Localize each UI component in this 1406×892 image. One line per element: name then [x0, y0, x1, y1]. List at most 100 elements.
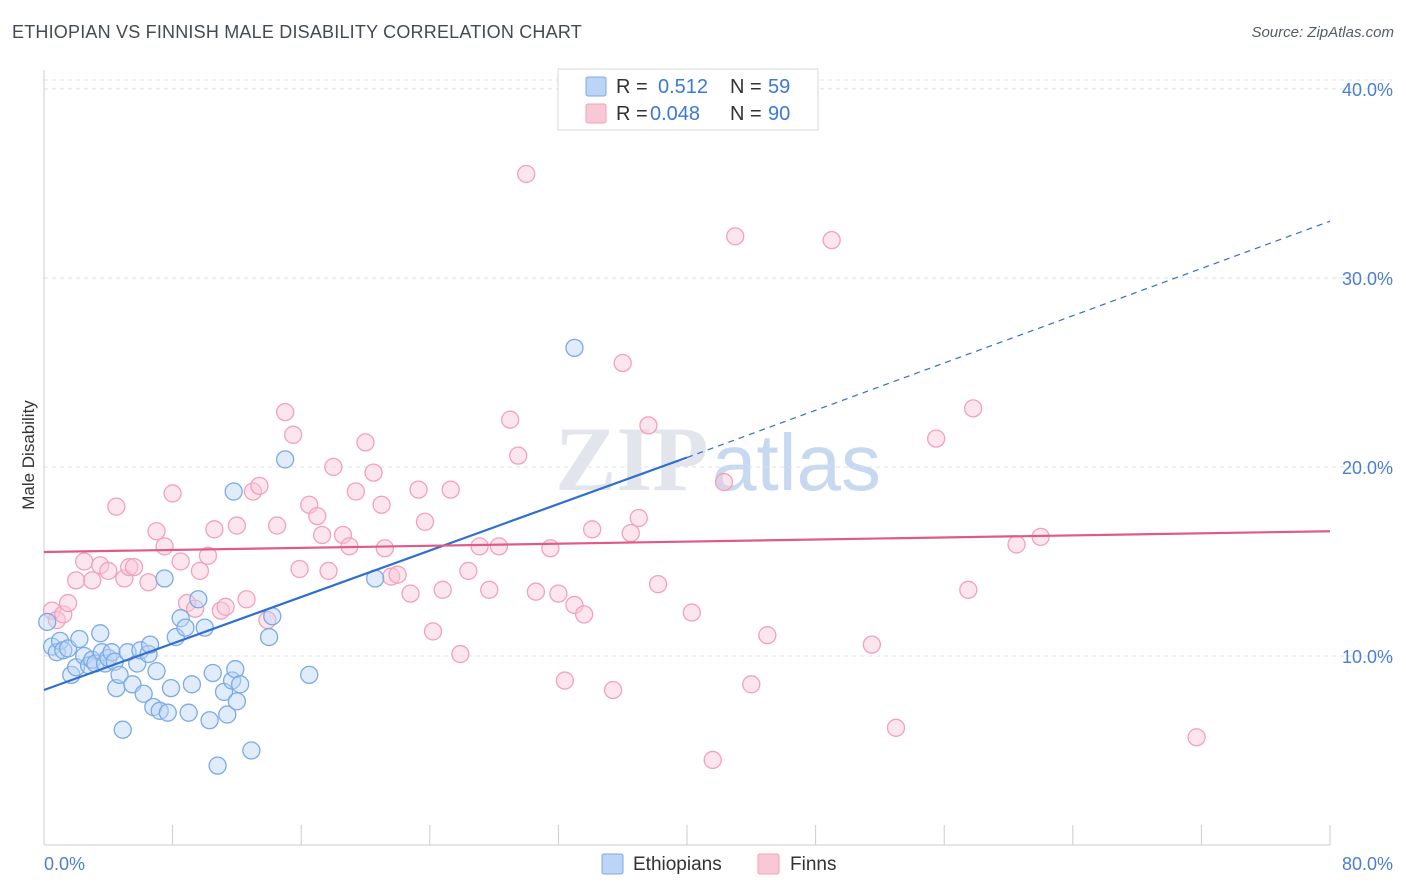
y-tick-label-3: 40.0%: [1342, 80, 1393, 100]
point-ethiopians-20: [110, 665, 129, 685]
legend-swatch-finns: [585, 103, 607, 124]
point-ethiopians-42: [200, 711, 219, 730]
point-finns-37: [319, 561, 338, 581]
point-finns-24: [216, 597, 235, 616]
data-points: [38, 164, 1206, 775]
chart-title: ETHIOPIAN VS FINNISH MALE DISABILITY COR…: [12, 22, 582, 42]
point-ethiopians-50: [224, 482, 243, 501]
point-finns-74: [648, 574, 668, 594]
point-finns-63: [541, 539, 560, 558]
point-finns-60: [509, 446, 528, 465]
legend-r-value-2: 0.048: [650, 103, 700, 125]
point-finns-67: [574, 605, 594, 624]
point-finns-2: [54, 605, 73, 624]
x-tick-labels: 0.0% 80.0%: [44, 854, 1393, 874]
point-ethiopians-26: [134, 684, 153, 703]
point-ethiopians-38: [179, 703, 198, 722]
point-finns-22: [205, 520, 224, 539]
trend-line-finns: [43, 530, 1331, 554]
point-finns-88: [1187, 728, 1206, 747]
point-finns-20: [190, 561, 210, 581]
point-ethiopians-0: [38, 612, 57, 632]
trend-extension-ethiopians: [686, 220, 1331, 459]
point-ethiopians-34: [161, 678, 181, 698]
point-ethiopians-37: [176, 618, 195, 637]
legend-n-label-2: N =: [730, 103, 762, 125]
point-finns-84: [927, 429, 946, 448]
point-finns-48: [401, 584, 420, 603]
point-finns-75: [682, 603, 701, 622]
point-finns-6: [83, 571, 102, 590]
point-finns-35: [308, 506, 327, 526]
point-finns-44: [372, 495, 391, 514]
point-finns-46: [382, 567, 401, 586]
point-finns-33: [290, 559, 309, 579]
legend-n-label-1: N =: [730, 76, 762, 98]
point-finns-77: [714, 472, 734, 492]
point-ethiopians-33: [158, 703, 177, 722]
point-finns-38: [324, 457, 343, 477]
point-finns-80: [758, 626, 777, 645]
point-finns-25: [227, 516, 247, 535]
bottom-legend-finns: Finns: [790, 854, 836, 875]
point-finns-86: [963, 399, 983, 418]
y-tick-label-1: 20.0%: [1342, 458, 1393, 478]
point-ethiopians-36: [171, 609, 190, 628]
point-ethiopians-51: [230, 675, 250, 694]
point-ethiopians-46: [218, 705, 237, 724]
watermark-atlas: atlas: [712, 418, 881, 507]
point-finns-68: [583, 520, 602, 539]
bottom-swatch-ethiopians: [601, 853, 624, 875]
point-finns-56: [470, 537, 489, 556]
point-ethiopians-55: [275, 450, 295, 469]
stats-legend: R = 0.512 N = 59 R = 0.048 N = 90: [557, 68, 819, 131]
point-ethiopians-43: [203, 663, 222, 683]
point-finns-11: [120, 557, 139, 577]
point-finns-17: [171, 552, 190, 571]
legend-r-label-2: R =: [616, 103, 648, 125]
point-finns-16: [163, 484, 182, 503]
source-label: Source: ZipAtlas.com: [1251, 24, 1394, 41]
y-tick-labels: 10.0% 20.0% 30.0% 40.0%: [1342, 80, 1393, 667]
point-ethiopians-2: [47, 643, 67, 662]
point-finns-87: [1007, 535, 1026, 554]
point-ethiopians-40: [189, 590, 208, 609]
point-finns-73: [639, 416, 658, 435]
x-tick-label-0: 0.0%: [44, 854, 85, 874]
grid-lines: [44, 79, 1395, 657]
point-finns-50: [415, 512, 435, 531]
point-finns-55: [459, 561, 478, 581]
trend-lines: [43, 220, 1331, 692]
point-finns-54: [451, 644, 470, 664]
point-finns-9: [107, 497, 126, 516]
point-finns-3: [58, 593, 78, 613]
point-finns-57: [480, 580, 499, 599]
point-ethiopians-21: [113, 720, 132, 739]
legend-n-value-1: 59: [768, 76, 790, 98]
point-finns-62: [526, 582, 546, 601]
point-finns-81: [822, 230, 841, 250]
point-finns-52: [433, 580, 452, 599]
point-ethiopians-49: [227, 692, 247, 711]
point-ethiopians-44: [208, 756, 227, 775]
legend-r-label-1: R =: [616, 76, 648, 98]
point-finns-78: [726, 227, 745, 246]
point-finns-39: [333, 525, 353, 545]
point-finns-8: [99, 561, 118, 581]
point-finns-15: [155, 537, 174, 556]
point-finns-32: [284, 425, 303, 444]
point-finns-69: [603, 680, 623, 700]
point-finns-5: [75, 552, 94, 571]
point-finns-4: [67, 571, 86, 590]
x-tick-label-1: 80.0%: [1342, 854, 1393, 874]
trend-line-ethiopians: [43, 456, 688, 692]
series-legend: Ethiopians Finns: [601, 853, 836, 875]
axes: [43, 70, 1331, 846]
point-finns-21: [198, 546, 218, 565]
point-finns-58: [489, 537, 509, 556]
point-finns-49: [409, 480, 428, 499]
point-ethiopians-41: [195, 618, 214, 637]
point-finns-64: [549, 584, 568, 603]
point-finns-85: [959, 580, 978, 599]
